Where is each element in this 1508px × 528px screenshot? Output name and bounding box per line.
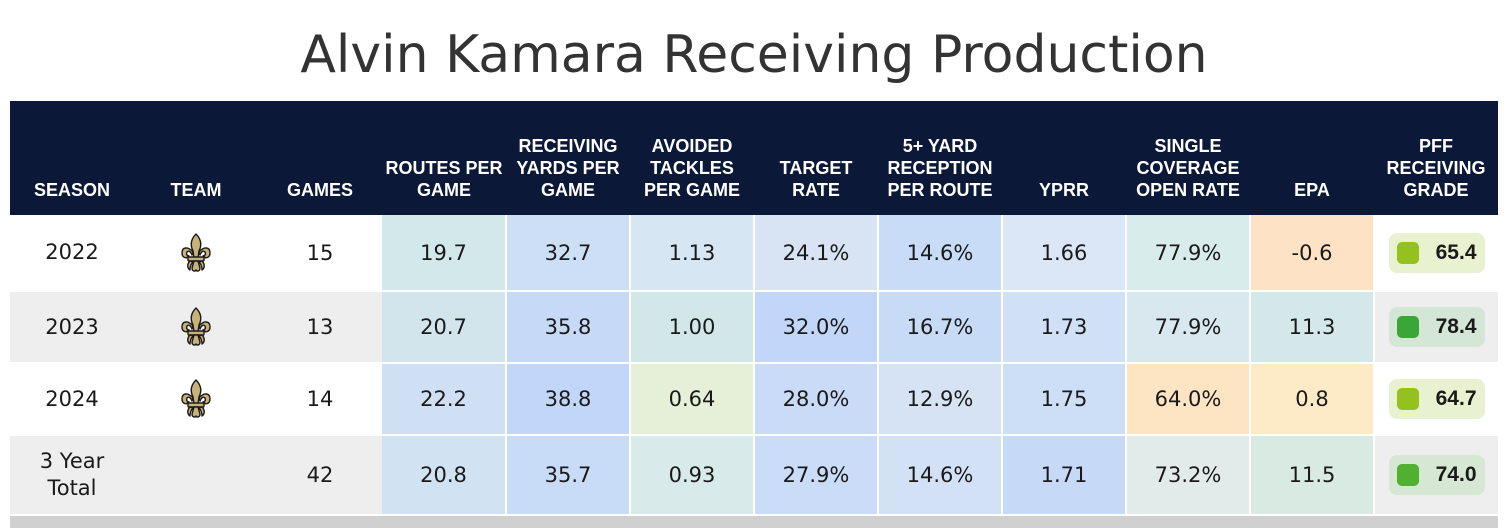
receiving-production-table: SEASON TEAM GAMES ROUTES PER GAME RECEIV… — [10, 101, 1498, 516]
page-title: Alvin Kamara Receiving Production — [300, 25, 1208, 85]
cell-season: 3 Year Total — [10, 435, 134, 516]
col-header-yprr[interactable]: YPRR — [1038, 180, 1089, 200]
cell-team — [134, 435, 258, 516]
col-header-games[interactable]: GAMES — [286, 180, 353, 200]
grade-color-square-icon — [1396, 316, 1419, 338]
cell-pff-receiving-grade: 74.0 — [1374, 435, 1498, 516]
cell-pff-receiving-grade: 78.4 — [1374, 291, 1498, 364]
grade-badge: 74.0 — [1388, 455, 1485, 495]
col-header-5-yard-reception-per-route[interactable]: 5+ YARD RECEPTION PER ROUTE — [887, 136, 993, 200]
cell-team — [134, 215, 258, 292]
col-header-single-coverage-open-rate[interactable]: SINGLE COVERAGE OPEN RATE — [1136, 136, 1240, 200]
cell-season: 2022 — [10, 215, 134, 292]
cell-five-yard-reception-per-route: 14.6% — [878, 215, 1003, 292]
cell-games: 13 — [258, 291, 382, 364]
grade-color-square-icon — [1396, 464, 1419, 486]
cell-avoided-tackles-per-game: 0.64 — [630, 363, 755, 436]
grade-color-square-icon — [1396, 388, 1419, 410]
cell-receiving-yards-per-game: 32.7 — [506, 215, 631, 292]
col-header-epa[interactable]: EPA — [1294, 180, 1330, 200]
cell-avoided-tackles-per-game: 1.00 — [630, 291, 755, 364]
col-header-pff-receiving-grade[interactable]: PFF RECEIVING GRADE — [1386, 136, 1486, 200]
grade-color-square-icon — [1396, 241, 1419, 264]
grade-badge: 65.4 — [1388, 232, 1485, 273]
cell-pff-receiving-grade: 65.4 — [1374, 215, 1498, 292]
saints-fleur-de-lis-icon — [179, 232, 213, 274]
cell-receiving-yards-per-game: 35.8 — [506, 291, 631, 364]
cell-single-coverage-open-rate: 77.9% — [1126, 215, 1251, 292]
cell-epa: 0.8 — [1250, 363, 1375, 436]
grade-badge: 64.7 — [1388, 379, 1485, 419]
col-header-team[interactable]: TEAM — [170, 180, 222, 200]
cell-routes-per-game: 20.8 — [382, 435, 507, 516]
cell-team — [134, 363, 258, 436]
cell-games: 15 — [258, 215, 382, 292]
cell-target-rate: 32.0% — [754, 291, 879, 364]
cell-target-rate: 27.9% — [754, 435, 879, 516]
cell-receiving-yards-per-game: 38.8 — [506, 363, 631, 436]
cell-pff-receiving-grade: 64.7 — [1374, 363, 1498, 436]
cell-season: 2024 — [10, 363, 134, 436]
table-row[interactable]: 3 Year Total 42 20.8 35.7 0.93 27.9% 14.6% 1.71… — [10, 435, 1498, 516]
cell-single-coverage-open-rate: 73.2% — [1126, 435, 1251, 516]
table-row[interactable]: 2024 14 22.2 38.8 0.64 28.0% 12.9% 1.75 64.0% 0.… — [10, 363, 1498, 436]
col-header-target-rate[interactable]: TARGET RATE — [779, 158, 853, 200]
cell-epa: 11.5 — [1250, 435, 1375, 516]
saints-fleur-de-lis-icon — [179, 378, 213, 420]
cell-yprr: 1.73 — [1002, 291, 1127, 364]
cell-avoided-tackles-per-game: 0.93 — [630, 435, 755, 516]
col-header-avoided-tackles-per-game[interactable]: AVOIDED TACKLES PER GAME — [643, 136, 740, 200]
saints-fleur-de-lis-icon — [179, 306, 213, 348]
grade-value: 64.7 — [1435, 387, 1477, 410]
cell-epa: -0.6 — [1250, 215, 1375, 292]
table-row[interactable]: 2023 13 20.7 35.8 1.00 32.0% 16.7% 1.73 77.9% 11… — [10, 291, 1498, 364]
col-header-season[interactable]: SEASON — [33, 180, 111, 200]
cell-target-rate: 24.1% — [754, 215, 879, 292]
cell-routes-per-game: 19.7 — [382, 215, 507, 292]
cell-epa: 11.3 — [1250, 291, 1375, 364]
cell-yprr: 1.75 — [1002, 363, 1127, 436]
cell-yprr: 1.66 — [1002, 215, 1127, 292]
cell-avoided-tackles-per-game: 1.13 — [630, 215, 755, 292]
table-row[interactable]: 2022 15 19.7 32.7 1.13 24.1% 14.6% 1.66 77.9% -0… — [10, 215, 1498, 292]
cell-single-coverage-open-rate: 77.9% — [1126, 291, 1251, 364]
grade-value: 65.4 — [1435, 240, 1477, 264]
table-bottom-edge — [10, 516, 1498, 528]
col-header-routes-per-game[interactable]: ROUTES PER GAME — [385, 158, 503, 200]
grade-value: 78.4 — [1435, 315, 1477, 338]
grade-badge: 78.4 — [1388, 307, 1485, 347]
cell-team — [134, 291, 258, 364]
cell-single-coverage-open-rate: 64.0% — [1126, 363, 1251, 436]
cell-season: 2023 — [10, 291, 134, 364]
cell-games: 42 — [258, 435, 382, 516]
cell-routes-per-game: 22.2 — [382, 363, 507, 436]
cell-five-yard-reception-per-route: 12.9% — [878, 363, 1003, 436]
cell-target-rate: 28.0% — [754, 363, 879, 436]
grade-value: 74.0 — [1435, 463, 1477, 486]
cell-routes-per-game: 20.7 — [382, 291, 507, 364]
cell-yprr: 1.71 — [1002, 435, 1127, 516]
cell-five-yard-reception-per-route: 16.7% — [878, 291, 1003, 364]
cell-games: 14 — [258, 363, 382, 436]
header-row: SEASON TEAM GAMES ROUTES PER GAME RECEIV… — [10, 101, 1498, 215]
cell-five-yard-reception-per-route: 14.6% — [878, 435, 1003, 516]
cell-receiving-yards-per-game: 35.7 — [506, 435, 631, 516]
col-header-receiving-yards-per-game[interactable]: RECEIVING YARDS PER GAME — [516, 136, 620, 200]
